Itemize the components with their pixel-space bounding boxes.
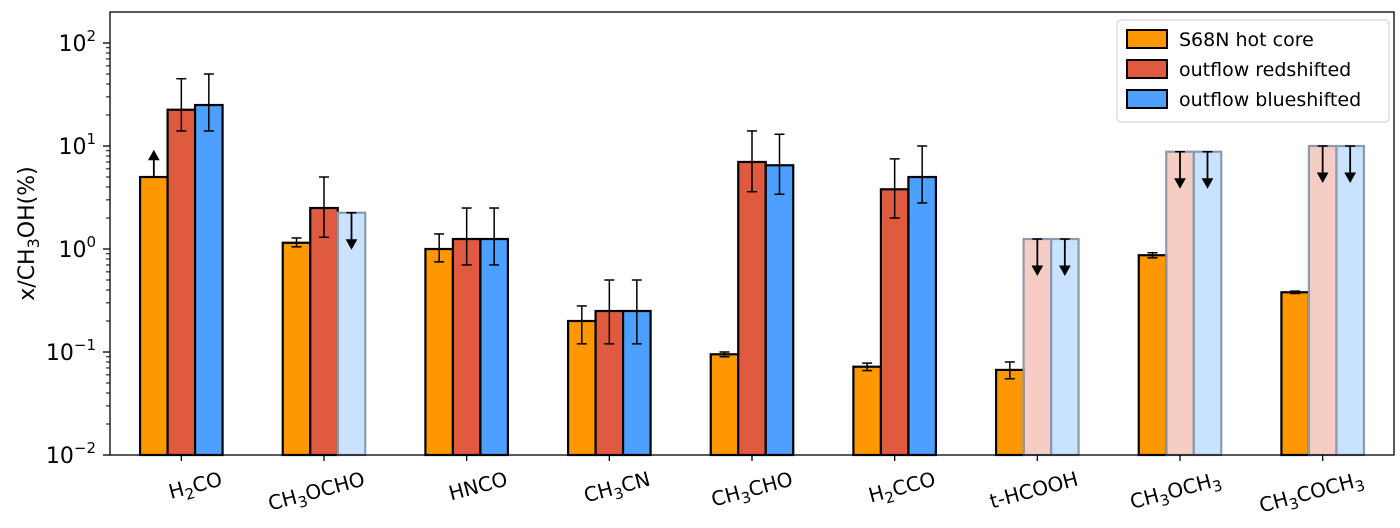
bar-CH3OCHO-2 — [336, 211, 367, 457]
ytick-label: 10−1 — [46, 336, 96, 366]
upper-limit-arrow-CH3OCHO-2-head — [345, 239, 358, 250]
bar-CH3COCH3-0 — [1280, 291, 1311, 457]
ytick-label: 10−2 — [46, 439, 96, 469]
bar-H2CCO-2 — [907, 175, 938, 457]
bar-HNCO-0 — [424, 247, 455, 457]
legend-label-1: outflow redshifted — [1179, 59, 1351, 81]
legend-label-2: outflow blueshifted — [1179, 89, 1361, 111]
xtick-label-CH3CN: CH3CN — [581, 467, 653, 512]
legend: S68N hot core outflow redshifted outflow b… — [1116, 19, 1390, 123]
ytick-label: 102 — [58, 27, 96, 57]
upper-limit-arrow-CH3OCH3-2-head — [1201, 178, 1214, 189]
bar-CH3OCHO-0 — [281, 241, 312, 457]
bar-H2CO-0 — [138, 175, 169, 457]
bar-H2CCO-0 — [852, 365, 883, 457]
xtick-label-HNCO: HNCO — [446, 467, 510, 506]
bar-CH3OCH3-1 — [1165, 150, 1195, 457]
legend-swatch-1 — [1126, 59, 1168, 79]
bar-H2CCO-1 — [879, 188, 910, 457]
legend-swatch-2 — [1126, 89, 1168, 109]
legend-swatch-0 — [1126, 29, 1168, 49]
xtick-label-CH3OCH3: CH3OCH3 — [1127, 467, 1224, 518]
xtick-label-CH3COCH3: CH3COCH3 — [1257, 467, 1367, 522]
errorbars-layer — [147, 73, 1357, 380]
upper-limit-arrow-CH3OCH3-1-head — [1174, 178, 1186, 189]
y-axis-label: x/CH3OH(%) — [15, 166, 43, 300]
upper-limit-arrow-CH3COCH3-1-head — [1316, 172, 1329, 184]
bar-CH3CHO-1 — [737, 160, 767, 457]
xtick-label-H2CCO: H2CCO — [866, 467, 939, 512]
bar-CH3CHO-2 — [764, 164, 795, 457]
bar-CH3CHO-0 — [709, 353, 740, 457]
ytick-label: 100 — [58, 233, 96, 263]
xtick-label-H2CO: H2CO — [166, 467, 226, 508]
ytick-label: 101 — [58, 130, 96, 160]
lower-limit-arrow-H2CO-0-head — [147, 149, 160, 161]
bar-t-HCOOH-0 — [994, 368, 1025, 457]
bar-HNCO-1 — [451, 237, 482, 457]
upper-limit-arrow-CH3COCH3-2-head — [1344, 172, 1357, 184]
xtick-label-CH3CHO: CH3CHO — [709, 467, 797, 516]
bar-CH3OCHO-1 — [309, 206, 339, 457]
bar-H2CO-1 — [166, 108, 197, 457]
upper-limit-arrow-t-HCOOH-1-head — [1031, 265, 1044, 277]
xtick-label-CH3OCHO: CH3OCHO — [265, 467, 368, 520]
bar-H2CO-2 — [193, 103, 224, 457]
bar-CH3COCH3-1 — [1307, 144, 1338, 457]
upper-limit-arrow-t-HCOOH-2-head — [1058, 265, 1071, 277]
bar-CH3COCH3-2 — [1335, 144, 1366, 457]
bar-CH3OCH3-0 — [1137, 254, 1168, 457]
legend-label-0: S68N hot core — [1179, 29, 1314, 51]
bar-CH3OCH3-2 — [1192, 150, 1223, 457]
legend-box — [1116, 19, 1390, 123]
xtick-label-t-HCOOH: t-HCOOH — [987, 467, 1081, 514]
bar-HNCO-2 — [479, 237, 510, 457]
